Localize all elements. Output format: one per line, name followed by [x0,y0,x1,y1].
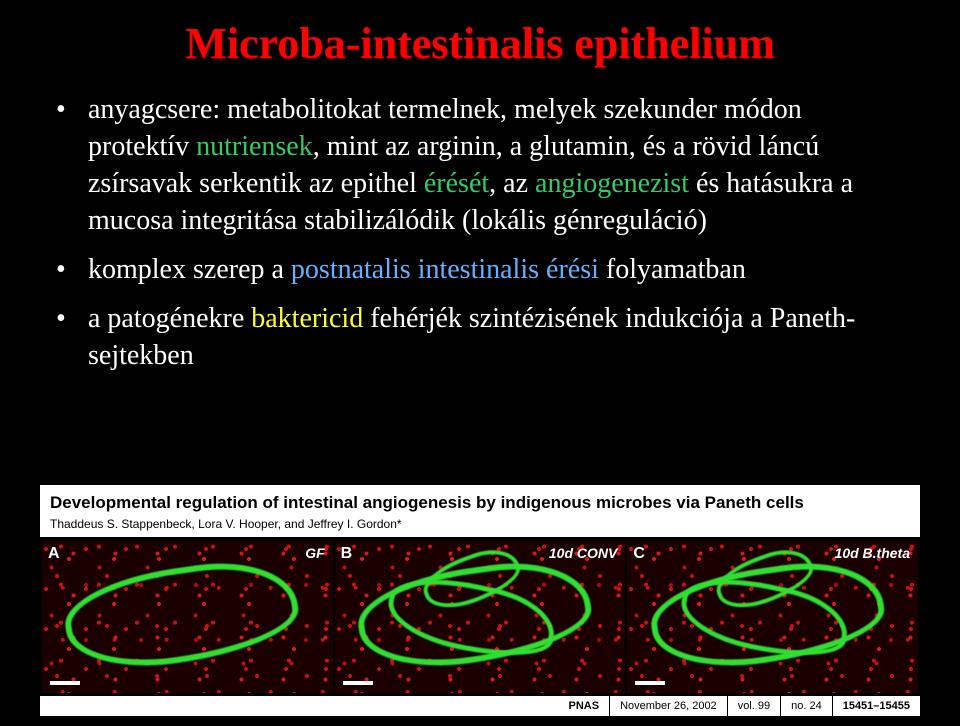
journal-vol: vol. 99 [727,696,780,716]
bullet-item: anyagcsere: metabolitokat termelnek, mel… [56,92,906,240]
figure: Developmental regulation of intestinal a… [40,485,920,716]
keyword: postnatalis intestinalis [291,254,539,285]
bullet-text: a patogénekre [88,303,251,334]
bullet-item: komplex szerep a postnatalis intestinali… [56,252,906,289]
panel-letter: B [341,545,353,563]
journal-date: November 26, 2002 [609,696,727,716]
figure-panel: A GF [42,541,333,693]
panel-condition: 10d B.theta [835,545,910,561]
panel-letter: C [633,545,645,563]
scale-bar [50,681,80,685]
figure-panels: A GF B 10d CONV C 10d B.theta [40,539,920,695]
keyword: érését [424,168,489,199]
journal-name: PNAS [559,696,610,716]
panel-letter: A [48,545,60,563]
scale-bar [343,681,373,685]
bullet-text: folyamatban [599,254,746,285]
journal-pages: 15451–15455 [832,696,920,716]
panel-condition: GF [305,545,324,561]
figure-authors: Thaddeus S. Stappenbeck, Lora V. Hooper,… [40,513,920,539]
keyword: baktericid [251,303,363,334]
keyword: angiogenezist [535,168,689,199]
figure-panel: B 10d CONV [335,541,626,693]
bullet-text: , az [489,168,535,199]
slide-title: Microba-intestinalis epithelium [0,18,960,69]
journal-no: no. 24 [780,696,832,716]
bullet-text [539,254,546,285]
panel-condition: 10d CONV [549,545,617,561]
figure-title: Developmental regulation of intestinal a… [40,485,920,513]
bullet-text: komplex szerep a [88,254,291,285]
keyword: érési [546,254,599,285]
bullet-list: anyagcsere: metabolitokat termelnek, mel… [56,92,906,387]
figure-panel: C 10d B.theta [627,541,918,693]
bullet-item: a patogénekre baktericid fehérjék szinté… [56,301,906,375]
scale-bar [635,681,665,685]
journal-bar: PNAS November 26, 2002 vol. 99 no. 24 15… [40,695,920,716]
keyword: nutriensek [196,131,313,162]
